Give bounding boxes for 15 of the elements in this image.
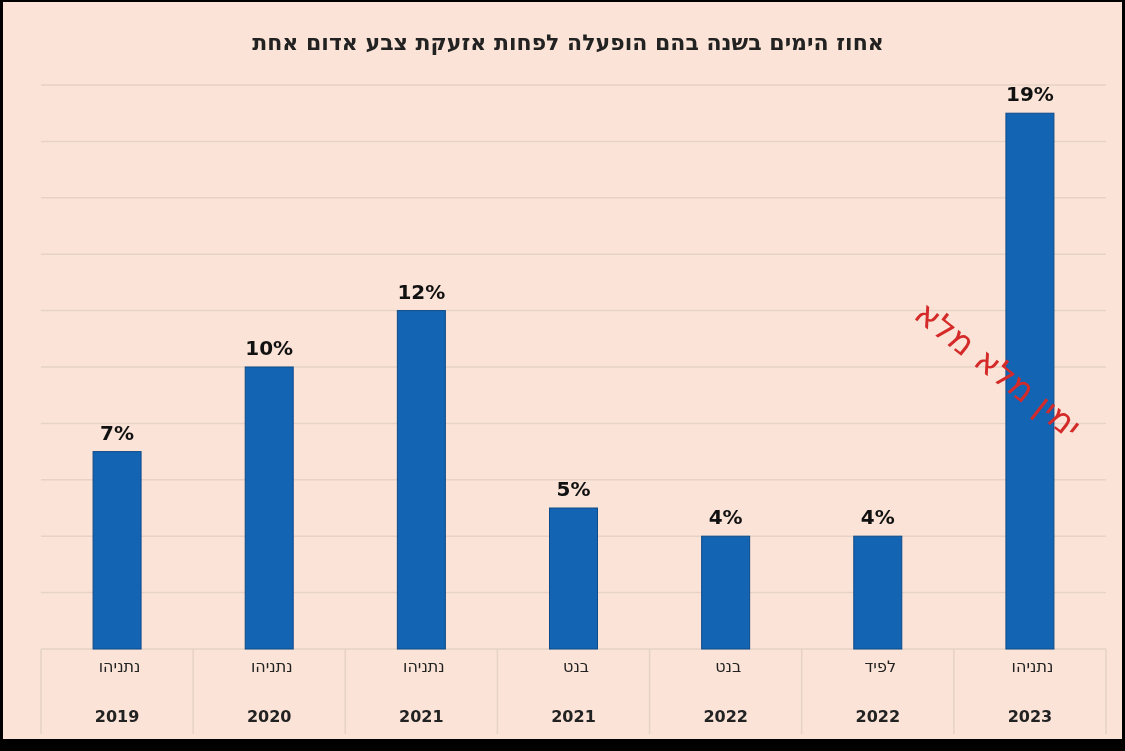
bar bbox=[92, 451, 142, 650]
data-label: 5% bbox=[556, 477, 591, 501]
data-label: 19% bbox=[1005, 82, 1054, 107]
data-label: 10% bbox=[245, 336, 294, 360]
bar bbox=[244, 366, 294, 650]
data-label: 4% bbox=[860, 505, 895, 530]
bar bbox=[396, 310, 446, 650]
annotation: ימין מלא מלא bbox=[907, 292, 1090, 447]
chart-title: אחוז הימים בשנה בהם הופעלה לפחות אזעקת צבע אדום אחת bbox=[252, 30, 884, 55]
data-label: 7% bbox=[100, 420, 135, 445]
data-label: 4% bbox=[708, 505, 743, 530]
bar bbox=[853, 535, 903, 650]
data-label: 12% bbox=[397, 279, 446, 304]
bar bbox=[701, 535, 751, 650]
bar bbox=[549, 507, 598, 650]
